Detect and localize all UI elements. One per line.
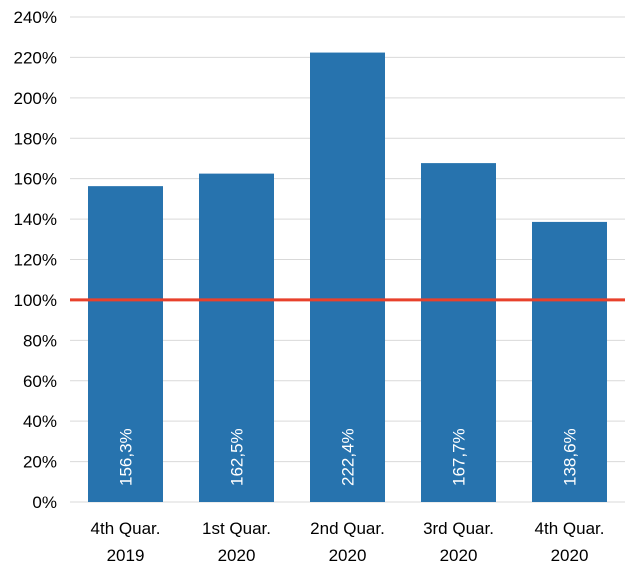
bar (532, 221, 607, 502)
y-tick-label: 140% (14, 210, 57, 229)
x-category-label-line2: 2020 (440, 546, 478, 565)
y-tick-label: 180% (14, 129, 57, 148)
y-tick-label: 160% (14, 170, 57, 189)
bar (88, 186, 163, 503)
y-tick-label: 0% (32, 493, 57, 512)
data-label: 167,7% (450, 428, 469, 486)
x-category-label-line1: 4th Quar. (535, 519, 605, 538)
bars (88, 52, 607, 503)
x-category-label-line1: 3rd Quar. (423, 519, 494, 538)
y-tick-label: 220% (14, 48, 57, 67)
x-category-label-line2: 2019 (107, 546, 145, 565)
y-tick-label: 120% (14, 251, 57, 270)
x-category-label-line1: 2nd Quar. (310, 519, 385, 538)
y-tick-label: 240% (14, 8, 57, 27)
y-tick-label: 60% (23, 372, 57, 391)
bar (199, 173, 274, 503)
x-category-label-line1: 4th Quar. (91, 519, 161, 538)
x-axis-categories: 4th Quar. 2019 1st Quar. 2020 2nd Quar. 2020 3… (91, 519, 605, 565)
x-category-label-line1: 1st Quar. (202, 519, 271, 538)
y-axis-ticks: 0% 20% 40% 60% 80% 100% 120% 140% 160% 180% 200% 22… (14, 8, 57, 512)
data-label: 162,5% (228, 428, 247, 486)
data-labels: 156,3% 162,5% 222,4% 167,7% 138,6% (117, 428, 580, 486)
y-tick-label: 100% (14, 291, 57, 310)
x-category-label-line2: 2020 (329, 546, 367, 565)
data-label: 156,3% (117, 428, 136, 486)
y-tick-label: 20% (23, 453, 57, 472)
y-tick-label: 80% (23, 331, 57, 350)
bar (421, 163, 496, 502)
x-category-label-line2: 2020 (218, 546, 256, 565)
y-tick-label: 200% (14, 89, 57, 108)
x-category-label-line2: 2020 (551, 546, 589, 565)
data-label: 138,6% (561, 428, 580, 486)
y-tick-label: 40% (23, 412, 57, 431)
data-label: 222,4% (339, 428, 358, 486)
bar (310, 52, 385, 503)
